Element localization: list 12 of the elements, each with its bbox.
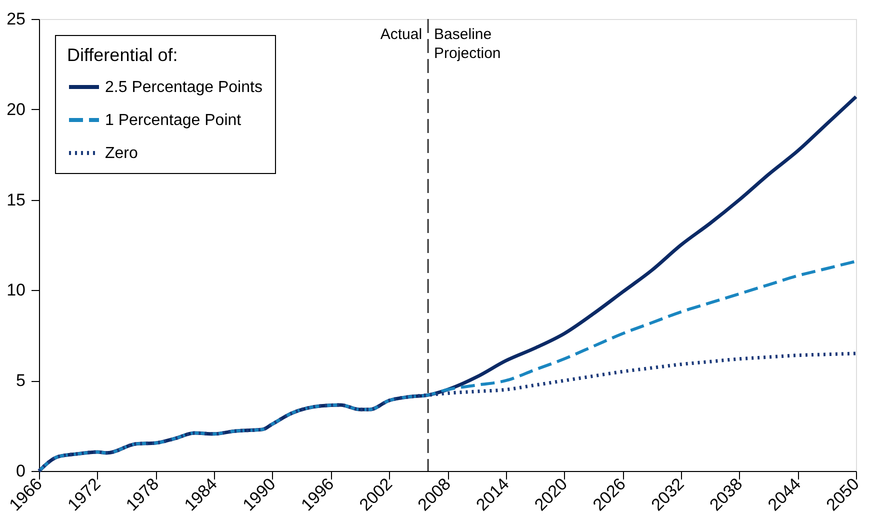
y-tick-label: 25: [6, 10, 26, 28]
legend-label: Zero: [105, 145, 138, 162]
annotation: Actual: [380, 26, 422, 43]
legend-label: 1 Percentage Point: [105, 112, 242, 129]
y-tick-label: 5: [16, 371, 26, 390]
annotation: Baseline Projection: [434, 26, 501, 62]
y-tick-label: 0: [16, 462, 26, 480]
y-tick-label: 15: [6, 190, 26, 210]
legend-label: 2.5 Percentage Points: [105, 79, 262, 96]
y-tick-label: 20: [6, 100, 26, 119]
y-tick-label: 10: [6, 280, 26, 300]
legend-title: Differential of:: [67, 45, 178, 65]
